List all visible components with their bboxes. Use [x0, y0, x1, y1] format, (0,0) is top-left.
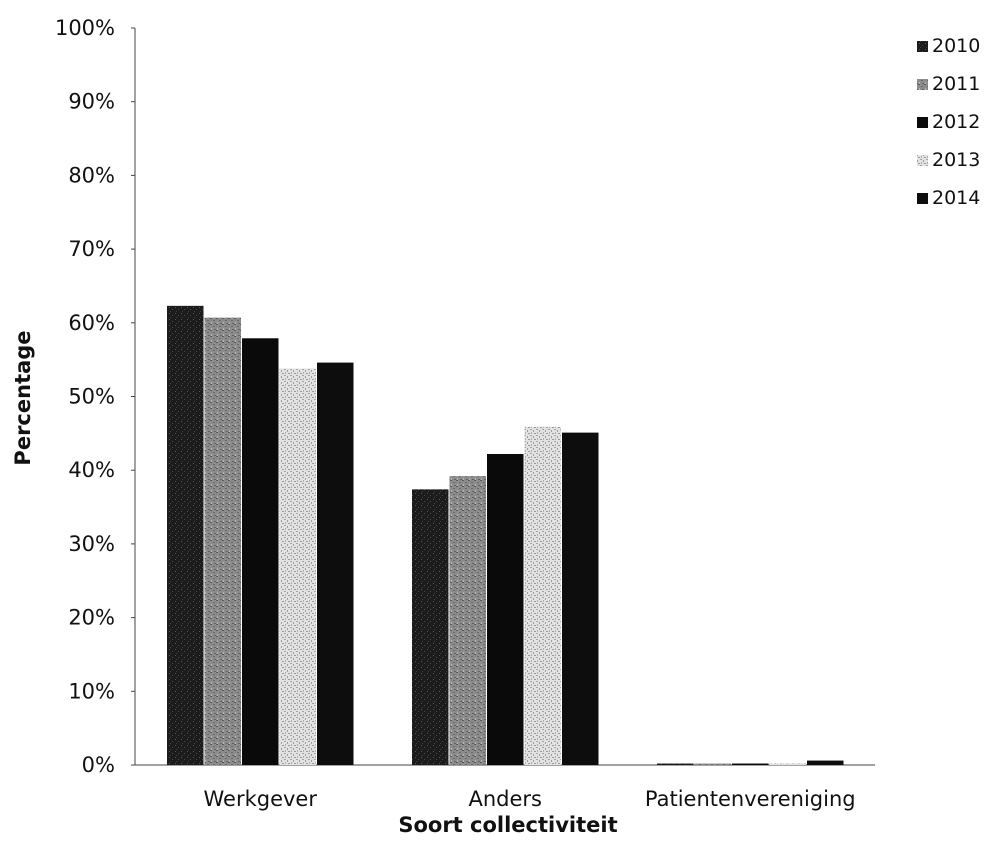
legend-swatch-2012 [917, 117, 928, 128]
bar-patientenvereniging-2012 [732, 763, 769, 765]
legend-swatch-2010 [917, 41, 928, 52]
bar-werkgever-2013 [279, 368, 316, 765]
y-tick-label: 0% [82, 753, 115, 777]
bar-patientenvereniging-2011 [694, 763, 731, 765]
legend-label-2012: 2012 [932, 111, 980, 133]
x-category-label: Werkgever [204, 787, 318, 811]
legend-swatch-2011 [917, 79, 928, 90]
x-category-label: Anders [469, 787, 543, 811]
bar-anders-2011 [449, 476, 486, 765]
legend-swatch-2013 [917, 155, 928, 166]
bar-anders-2010 [412, 489, 449, 765]
bar-werkgever-2011 [204, 317, 241, 765]
bar-anders-2014 [562, 432, 599, 765]
y-tick-label: 70% [68, 237, 115, 261]
legend-label-2011: 2011 [932, 73, 980, 95]
bar-werkgever-2014 [317, 362, 354, 765]
x-axis-title: Soort collectiviteit [398, 813, 617, 837]
bar-patientenvereniging-2013 [769, 763, 806, 765]
y-tick-label: 10% [68, 679, 115, 703]
y-tick-label: 90% [68, 90, 115, 114]
y-tick-label: 80% [68, 163, 115, 187]
y-axis-title: Percentage [11, 330, 35, 465]
bar-patientenvereniging-2010 [657, 763, 694, 765]
legend-label-2013: 2013 [932, 149, 980, 171]
legend-label-2014: 2014 [932, 187, 980, 209]
y-tick-label: 40% [68, 458, 115, 482]
y-tick-label: 50% [68, 385, 115, 409]
bar-anders-2012 [487, 453, 524, 765]
y-tick-label: 30% [68, 532, 115, 556]
x-category-label: Patientenvereniging [645, 787, 856, 811]
y-tick-label: 100% [55, 16, 115, 40]
bar-werkgever-2012 [242, 338, 279, 765]
y-tick-label: 60% [68, 311, 115, 335]
bar-anders-2013 [524, 426, 561, 765]
legend-label-2010: 2010 [932, 35, 980, 57]
bar-patientenvereniging-2014 [807, 760, 844, 765]
bar-werkgever-2010 [167, 305, 204, 765]
y-tick-label: 20% [68, 606, 115, 630]
legend-swatch-2014 [917, 193, 928, 204]
